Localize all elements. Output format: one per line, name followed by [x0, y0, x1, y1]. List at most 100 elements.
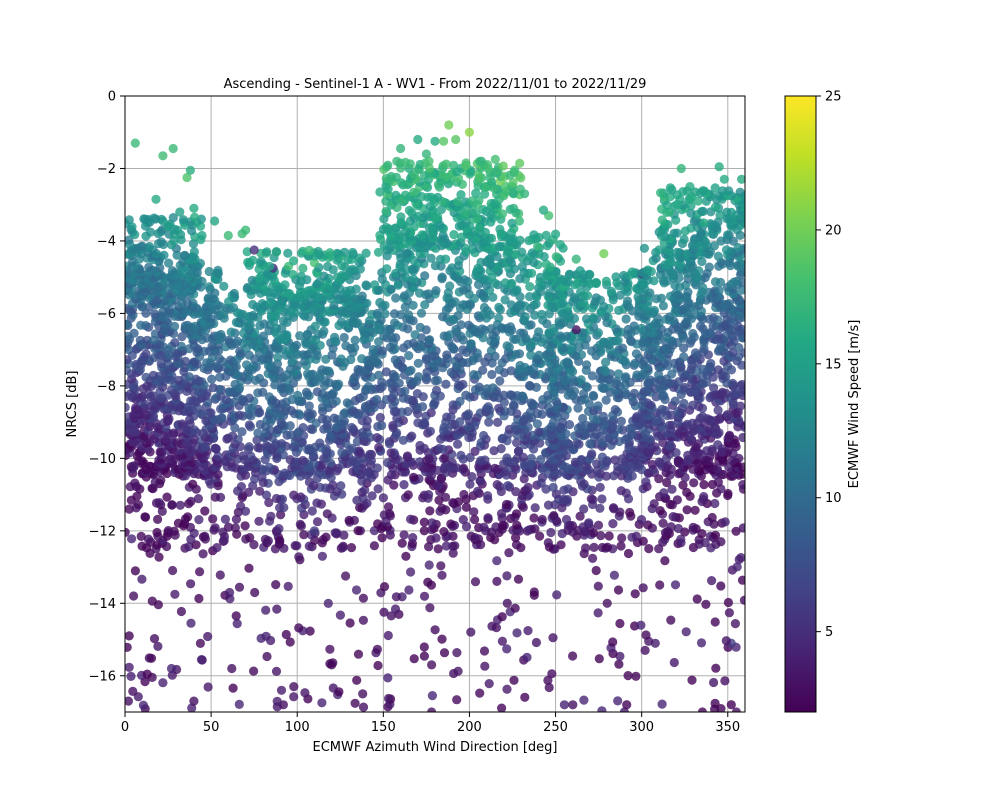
scatter-point	[289, 682, 299, 692]
scatter-point	[234, 410, 245, 420]
scatter-point	[354, 446, 364, 456]
scatter-point	[711, 663, 721, 673]
scatter-point	[325, 644, 335, 654]
scatter-point	[249, 245, 259, 255]
scatter-point	[431, 533, 441, 543]
scatter-point	[584, 518, 594, 528]
scatter-point	[588, 390, 598, 401]
scatter-point	[319, 326, 329, 336]
scatter-point	[609, 570, 620, 580]
scatter-point	[130, 566, 140, 576]
scatter-point	[372, 394, 382, 405]
scatter-point	[264, 462, 274, 472]
scatter-point	[505, 322, 516, 332]
scatter-point	[655, 580, 665, 590]
scatter-point	[448, 400, 458, 410]
scatter-point	[431, 286, 441, 296]
scatter-point	[610, 405, 620, 415]
scatter-point	[285, 455, 295, 465]
scatter-point	[382, 264, 392, 274]
scatter-point	[656, 293, 667, 303]
scatter-point	[248, 310, 258, 321]
scatter-point	[328, 658, 338, 668]
scatter-point	[689, 478, 699, 488]
scatter-point	[593, 608, 603, 618]
scatter-point	[584, 269, 594, 279]
scatter-point	[228, 683, 238, 693]
scatter-point	[479, 646, 490, 656]
scatter-point	[413, 358, 423, 368]
scatter-point	[597, 452, 608, 462]
scatter-point	[176, 606, 186, 617]
scatter-point	[329, 413, 339, 423]
scatter-point	[547, 669, 557, 679]
scatter-point	[561, 514, 572, 525]
scatter-point	[520, 692, 530, 702]
scatter-point	[543, 538, 553, 548]
scatter-point	[402, 451, 413, 461]
scatter-point	[266, 511, 276, 521]
scatter-point	[732, 562, 742, 572]
scatter-point	[591, 293, 601, 303]
scatter-point	[381, 367, 391, 377]
scatter-point	[440, 492, 451, 502]
scatter-point	[339, 530, 349, 540]
scatter-point	[216, 329, 226, 340]
scatter-point	[691, 348, 701, 358]
scatter-point	[608, 519, 618, 529]
scatter-point	[735, 401, 745, 411]
scatter-point	[381, 222, 391, 233]
scatter-point	[212, 543, 222, 553]
scatter-point	[408, 338, 419, 348]
scatter-point	[562, 357, 573, 367]
scatter-point	[613, 585, 624, 595]
scatter-point	[529, 513, 539, 523]
scatter-point	[258, 387, 268, 397]
scatter-point	[622, 296, 633, 306]
scatter-point	[207, 374, 217, 384]
scatter-point	[399, 530, 409, 540]
scatter-point	[416, 308, 427, 318]
scatter-point	[409, 472, 419, 482]
scatter-point	[315, 438, 325, 448]
scatter-point	[526, 398, 536, 408]
scatter-point	[529, 230, 539, 240]
scatter-point	[399, 480, 409, 490]
scatter-point	[591, 565, 601, 576]
scatter-point	[437, 634, 447, 644]
scatter-point	[424, 542, 434, 552]
scatter-point	[358, 593, 368, 603]
scatter-point	[649, 499, 659, 509]
scatter-point	[298, 263, 308, 273]
scatter-point	[523, 626, 533, 636]
scatter-point	[548, 482, 558, 492]
scatter-point	[503, 481, 513, 491]
scatter-point	[558, 494, 569, 504]
scatter-point	[669, 657, 679, 668]
scatter-point	[360, 485, 370, 495]
scatter-point	[576, 375, 586, 385]
scatter-point	[466, 339, 476, 349]
scatter-points	[125, 120, 745, 712]
scatter-point	[147, 596, 157, 606]
scatter-point	[459, 489, 469, 500]
scatter-point	[300, 688, 310, 698]
scatter-point	[418, 402, 428, 412]
scatter-point	[330, 528, 340, 538]
scatter-point	[455, 417, 465, 427]
scatter-point	[659, 488, 669, 498]
scatter-point	[277, 439, 287, 449]
scatter-point	[461, 390, 471, 400]
scatter-point	[271, 666, 282, 677]
scatter-point	[439, 648, 450, 658]
scatter-point	[208, 383, 218, 393]
scatter-point	[125, 662, 134, 672]
scatter-point	[469, 370, 479, 380]
scatter-point	[511, 438, 522, 448]
scatter-point	[401, 551, 411, 561]
scatter-point	[361, 248, 371, 258]
scatter-point	[363, 467, 373, 477]
scatter-point	[289, 490, 299, 500]
scatter-point	[385, 509, 395, 519]
scatter-point	[708, 313, 719, 323]
